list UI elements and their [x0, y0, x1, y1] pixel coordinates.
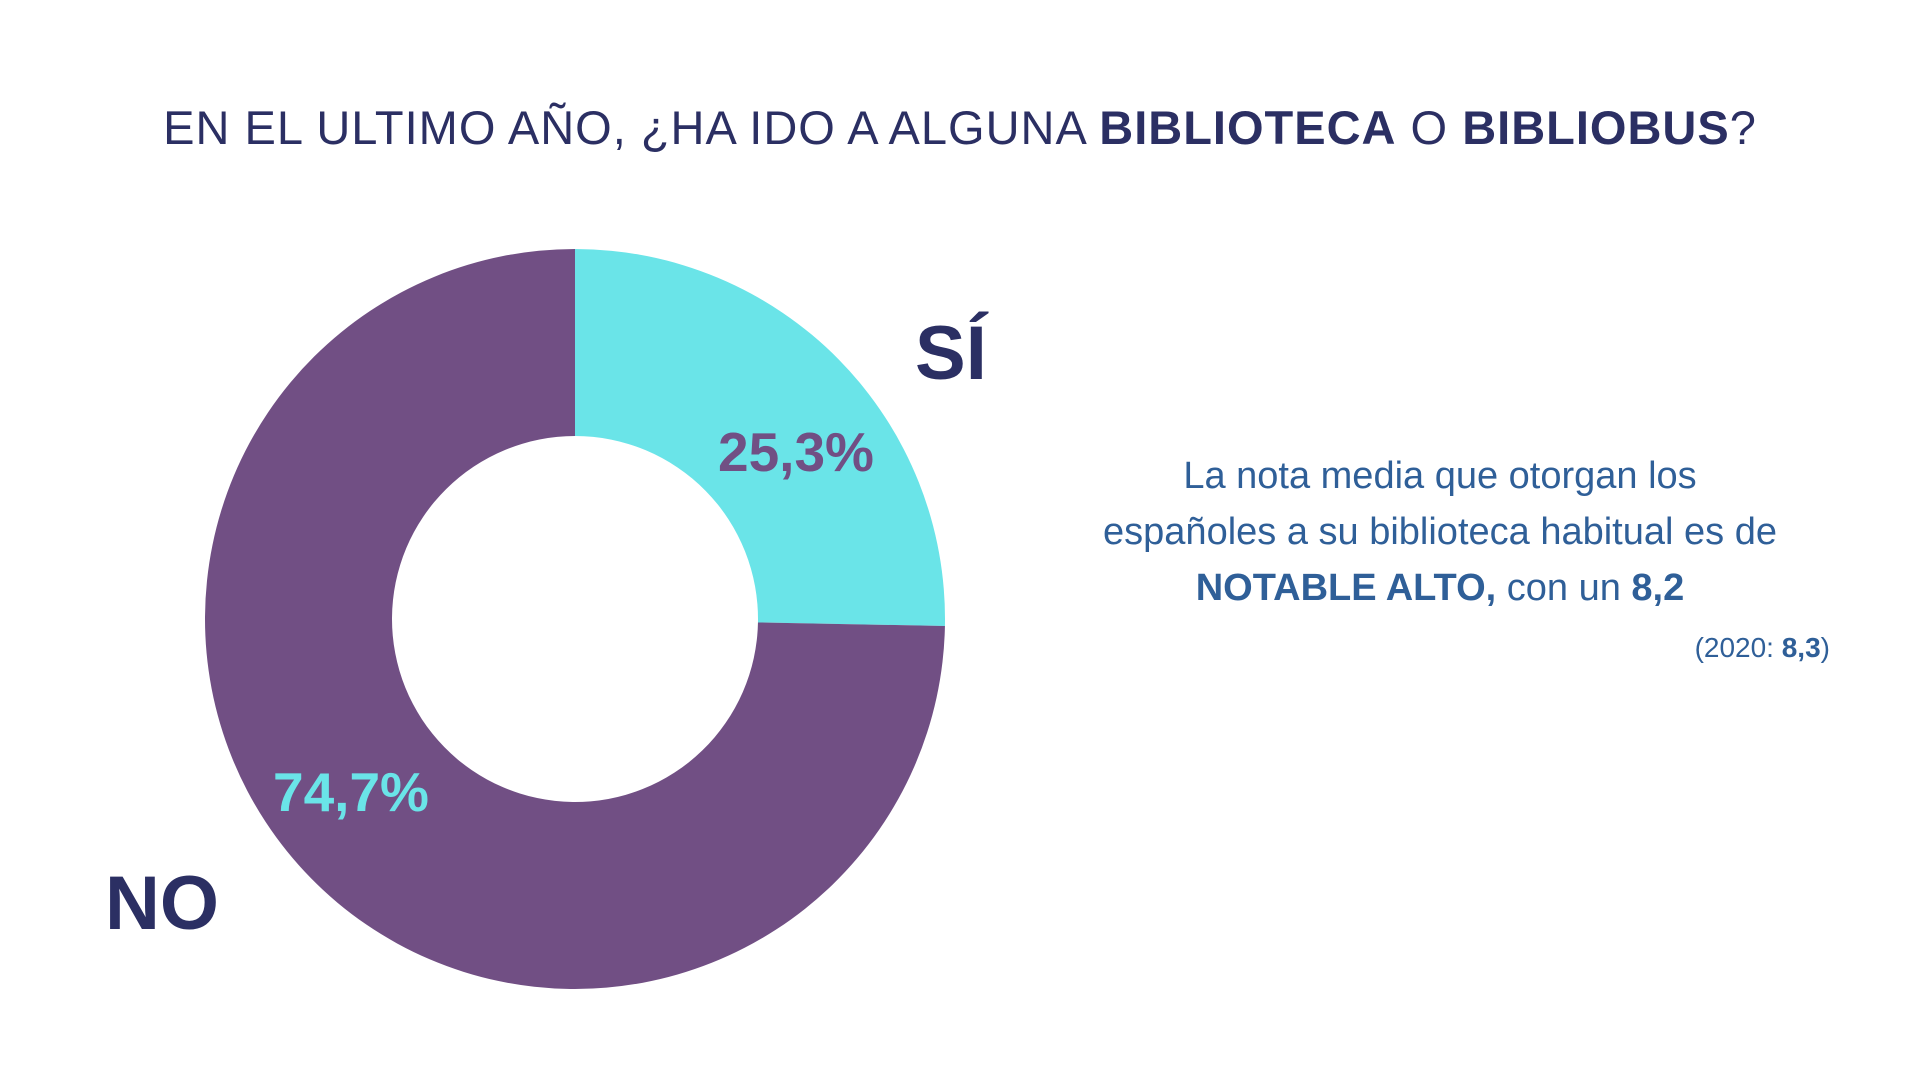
title-bold-biblioteca: BIBLIOTECA	[1099, 101, 1397, 154]
category-label-si: SÍ	[915, 311, 987, 396]
data-label-no: 74,7%	[273, 761, 429, 823]
note-mid-text: con un	[1496, 567, 1632, 609]
note-line-1: La nota media que otorgan los	[1183, 455, 1697, 497]
note-prev-suffix: )	[1820, 632, 1830, 663]
note-bold-notable: NOTABLE ALTO,	[1195, 567, 1497, 609]
title-text-2: O	[1396, 101, 1463, 154]
title-bold-bibliobus: BIBLIOBUS	[1462, 101, 1730, 154]
donut-slice-no	[205, 249, 945, 989]
title-text-1: EN EL ULTIMO AÑO, ¿HA IDO A ALGUNA	[163, 101, 1100, 154]
note-text: La nota media que otorgan los españoles …	[1010, 448, 1870, 616]
data-label-si: 25,3%	[718, 421, 874, 483]
note-line-3: NOTABLE ALTO, con un 8,2	[1010, 560, 1870, 616]
note-score: 8,2	[1631, 567, 1685, 609]
note-line-2: españoles a su biblioteca habitual es de	[1103, 511, 1777, 553]
chart-title: EN EL ULTIMO AÑO, ¿HA IDO A ALGUNA BIBLI…	[0, 100, 1920, 155]
note-prev-value: 8,3	[1781, 632, 1821, 663]
note-prev-prefix: (2020:	[1694, 632, 1782, 663]
title-text-3: ?	[1729, 101, 1757, 154]
note-previous-year: (2020: 8,3)	[1560, 632, 1830, 664]
category-label-no: NO	[105, 861, 219, 946]
donut-slice-si	[575, 249, 946, 626]
